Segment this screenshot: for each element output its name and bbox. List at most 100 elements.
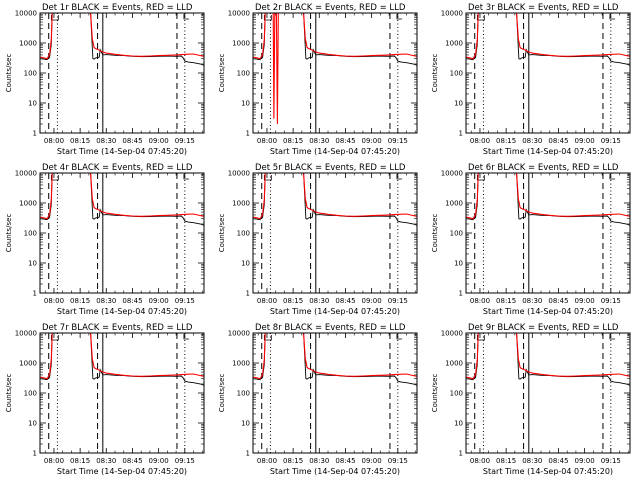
x-axis-label: Start Time (14-Sep-04 07:45:20) bbox=[57, 467, 187, 476]
y-tick-label: 1 bbox=[33, 450, 37, 458]
x-tick-label: 08:30 bbox=[96, 297, 116, 305]
x-ticks: 08:00 08:15 08:30 08:45 09:00 09:15 bbox=[257, 13, 416, 145]
series-line-red bbox=[40, 173, 204, 220]
y-ticks: 1 10 100 1000 10000 bbox=[228, 170, 417, 298]
x-axis-label: Start Time (14-Sep-04 07:45:20) bbox=[57, 147, 187, 156]
x-tick-label: 08:15 bbox=[70, 137, 90, 145]
y-ticks: 1 10 100 1000 10000 bbox=[15, 10, 204, 138]
saa-bracket-mid bbox=[55, 335, 59, 341]
panel-title: Det 7r BLACK = Events, RED = LLD bbox=[42, 323, 193, 333]
x-tick-label: 08:45 bbox=[335, 457, 355, 465]
plot-frame bbox=[252, 332, 418, 454]
x-tick-label: 09:00 bbox=[149, 297, 169, 305]
saa-bracket-mid bbox=[481, 335, 485, 341]
x-tick-label: 08:30 bbox=[309, 457, 329, 465]
y-tick-label: 1000 bbox=[19, 200, 37, 208]
x-tick-label: 08:15 bbox=[283, 137, 303, 145]
saa-bracket-right bbox=[609, 14, 615, 20]
marker-lines bbox=[48, 173, 186, 293]
y-tick-label: 10000 bbox=[228, 170, 250, 178]
y-ticks: 1 10 100 1000 10000 bbox=[441, 170, 630, 298]
y-tick-label: 10 bbox=[241, 100, 250, 108]
series-line-red bbox=[40, 13, 204, 60]
saa-bracket-mid bbox=[481, 15, 485, 21]
y-tick-label: 100 bbox=[24, 230, 37, 238]
detector-panel-7: Det 7r BLACK = Events, RED = LLD Counts/s… bbox=[5, 323, 205, 476]
y-ticks: 1 10 100 1000 10000 bbox=[15, 170, 204, 298]
x-tick-label: 09:15 bbox=[388, 137, 408, 145]
panel-title: Det 2r BLACK = Events, RED = LLD bbox=[255, 3, 406, 13]
x-tick-label: 08:45 bbox=[335, 137, 355, 145]
detector-panel-8: Det 8r BLACK = Events, RED = LLD Counts/s… bbox=[218, 323, 418, 476]
x-tick-label: 08:45 bbox=[548, 137, 568, 145]
x-tick-label: 08:15 bbox=[70, 297, 90, 305]
x-tick-label: 08:30 bbox=[309, 297, 329, 305]
y-tick-label: 1 bbox=[246, 450, 250, 458]
y-tick-label: 10 bbox=[28, 100, 37, 108]
series-line-black bbox=[40, 173, 204, 226]
x-tick-label: 09:15 bbox=[175, 137, 195, 145]
saa-bracket-right bbox=[183, 14, 189, 20]
series-group bbox=[40, 333, 204, 386]
x-tick-label: 08:00 bbox=[257, 457, 277, 465]
x-tick-label: 08:45 bbox=[335, 297, 355, 305]
detector-panel-9: Det 9r BLACK = Events, RED = LLD Counts/s… bbox=[431, 323, 631, 476]
y-tick-label: 1000 bbox=[445, 200, 463, 208]
x-tick-label: 08:00 bbox=[470, 457, 490, 465]
y-tick-label: 1 bbox=[33, 290, 37, 298]
x-tick-label: 09:00 bbox=[575, 137, 595, 145]
x-ticks: 08:00 08:15 08:30 08:45 09:00 09:15 bbox=[470, 13, 629, 145]
detector-panel-4: Det 4r BLACK = Events, RED = LLD Counts/s… bbox=[5, 163, 205, 316]
x-tick-label: 08:45 bbox=[548, 297, 568, 305]
plot-frame bbox=[39, 12, 205, 134]
y-axis-label: Counts/sec bbox=[218, 374, 226, 413]
y-tick-label: 1 bbox=[33, 130, 37, 138]
x-ticks: 08:00 08:15 08:30 08:45 09:00 09:15 bbox=[44, 13, 203, 145]
saa-bracket-right bbox=[609, 174, 615, 180]
y-tick-label: 100 bbox=[24, 70, 37, 78]
marker-lines bbox=[474, 13, 612, 133]
y-tick-label: 1 bbox=[246, 290, 250, 298]
series-group bbox=[466, 333, 630, 386]
x-tick-label: 09:15 bbox=[175, 457, 195, 465]
x-axis-label: Start Time (14-Sep-04 07:45:20) bbox=[483, 307, 613, 316]
series-line-red bbox=[466, 173, 630, 220]
saa-bracket-left bbox=[50, 335, 56, 341]
y-tick-label: 10000 bbox=[441, 10, 463, 18]
plot-frame bbox=[252, 12, 418, 134]
y-tick-label: 1000 bbox=[19, 40, 37, 48]
x-tick-label: 08:15 bbox=[496, 137, 516, 145]
y-tick-label: 10 bbox=[28, 420, 37, 428]
panel-title: Det 6r BLACK = Events, RED = LLD bbox=[468, 163, 619, 173]
y-ticks: 1 10 100 1000 10000 bbox=[441, 330, 630, 458]
saa-bracket-mid bbox=[481, 175, 485, 181]
series-line-black bbox=[40, 13, 204, 66]
series-line-red bbox=[466, 13, 630, 60]
x-tick-label: 08:45 bbox=[548, 457, 568, 465]
y-tick-label: 10 bbox=[454, 100, 463, 108]
y-tick-label: 1 bbox=[459, 450, 463, 458]
plot-frame bbox=[465, 12, 631, 134]
marker-lines bbox=[474, 333, 612, 453]
saa-bracket-right bbox=[609, 334, 615, 340]
y-tick-label: 10 bbox=[28, 260, 37, 268]
x-tick-label: 08:30 bbox=[96, 137, 116, 145]
y-ticks: 1 10 100 1000 10000 bbox=[441, 10, 630, 138]
x-tick-label: 08:30 bbox=[522, 457, 542, 465]
y-tick-label: 10000 bbox=[228, 10, 250, 18]
series-group bbox=[466, 173, 630, 226]
saa-bracket-mid bbox=[268, 335, 272, 341]
series-line-red bbox=[253, 173, 417, 220]
y-tick-label: 1000 bbox=[445, 40, 463, 48]
detector-panel-5: Det 5r BLACK = Events, RED = LLD Counts/s… bbox=[218, 163, 418, 316]
x-ticks: 08:00 08:15 08:30 08:45 09:00 09:15 bbox=[470, 173, 629, 305]
panel-title: Det 9r BLACK = Events, RED = LLD bbox=[468, 323, 619, 333]
series-line-black bbox=[466, 13, 630, 66]
y-tick-label: 1 bbox=[459, 130, 463, 138]
y-tick-label: 10 bbox=[241, 420, 250, 428]
x-ticks: 08:00 08:15 08:30 08:45 09:00 09:15 bbox=[44, 333, 203, 465]
x-tick-label: 08:30 bbox=[522, 297, 542, 305]
marker-lines bbox=[261, 13, 399, 133]
series-line-black bbox=[466, 333, 630, 386]
